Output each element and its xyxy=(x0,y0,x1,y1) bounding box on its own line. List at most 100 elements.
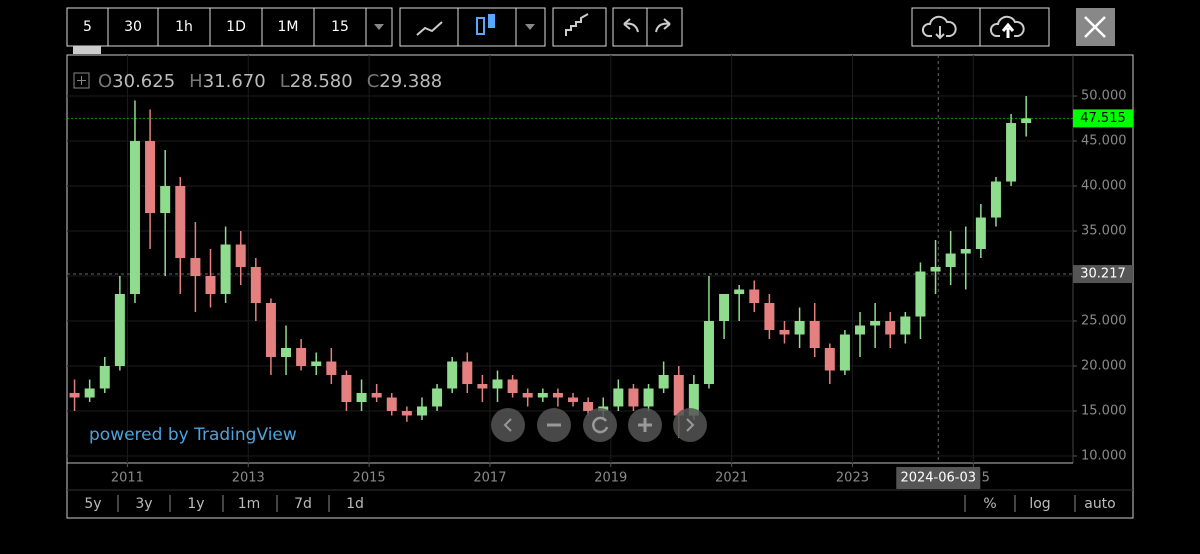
cloud-download-icon xyxy=(921,15,957,40)
undo-icon xyxy=(623,18,639,33)
candle-body xyxy=(643,388,654,407)
interval-label: 15 xyxy=(331,19,349,35)
candle-body xyxy=(129,141,140,295)
indicators-icon xyxy=(565,13,589,36)
crosshair-date-box xyxy=(896,467,981,489)
bottom-bar: 5y 3y 1y 1m 7d 1d% log auto xyxy=(84,495,1116,512)
style-group xyxy=(399,7,1115,47)
ohlc-value: 29.388 xyxy=(379,71,442,92)
candle-body xyxy=(552,392,563,398)
toolbar-handle xyxy=(73,46,101,54)
candle-body xyxy=(915,271,926,317)
line-style-icon xyxy=(416,21,443,36)
range-button[interactable]: 5y xyxy=(84,496,101,512)
candle-body xyxy=(839,334,850,371)
plot: 10.00015.00020.00025.00030.00035.00040.0… xyxy=(67,55,1133,489)
x-tick-label: 2015 xyxy=(353,471,386,486)
y-tick-label: 10.000 xyxy=(1081,448,1127,463)
candle-body xyxy=(960,249,971,254)
candle-body xyxy=(764,303,775,330)
candle-body xyxy=(477,383,488,389)
candle-body xyxy=(114,294,125,366)
scale-option[interactable]: auto xyxy=(1084,496,1116,512)
interval-button[interactable] xyxy=(157,7,211,47)
range-button[interactable]: 1y xyxy=(187,496,204,512)
candle-body xyxy=(945,253,956,268)
chart-style-buttons[interactable] xyxy=(399,7,546,47)
candle-body xyxy=(235,244,246,268)
x-tick-label: 2019 xyxy=(594,471,627,486)
interval-label: 1M xyxy=(278,19,299,35)
scale-option[interactable]: % xyxy=(983,496,996,512)
scroll-right[interactable] xyxy=(673,408,707,442)
candle-body xyxy=(190,258,201,277)
interval-label: 5 xyxy=(83,19,92,35)
toolbar: 5 30 1h 1D 1M 15 xyxy=(66,7,393,47)
ohlc-value: 30.625 xyxy=(112,71,175,92)
range-button[interactable]: 1d xyxy=(346,496,364,512)
candle-body xyxy=(900,316,911,335)
legend: O30.625 H31.670 L28.580 C29.388 xyxy=(73,71,442,92)
y-tick-label: 50.000 xyxy=(1081,89,1127,104)
interval-label: 30 xyxy=(124,19,142,35)
scroll-left[interactable] xyxy=(491,408,525,442)
candle-body xyxy=(69,392,80,398)
candle-body xyxy=(265,303,276,357)
candle-body xyxy=(885,321,896,335)
candle-body xyxy=(281,347,292,357)
candle-body xyxy=(492,379,503,389)
candle-body xyxy=(160,186,171,214)
range-button[interactable]: 3y xyxy=(135,496,152,512)
candle-body xyxy=(341,374,352,402)
candle-style-icon xyxy=(476,17,485,35)
ohlc-key: L xyxy=(280,71,290,92)
candle-body xyxy=(537,392,548,398)
candle-body xyxy=(462,361,473,384)
crosshair-date-label: 2024-06-03 xyxy=(900,471,976,486)
range-button[interactable]: 7d xyxy=(294,496,312,512)
candle-body xyxy=(688,383,699,416)
candle-body xyxy=(432,388,443,407)
candle-style-icon xyxy=(488,14,495,28)
candle-body xyxy=(250,267,261,304)
candle-body xyxy=(145,141,156,214)
scale-option[interactable]: log xyxy=(1029,496,1050,512)
candle-body xyxy=(205,276,216,295)
nav-buttons xyxy=(491,408,707,442)
y-tick-label: 45.000 xyxy=(1081,134,1127,149)
candle-body xyxy=(84,388,95,398)
reset[interactable] xyxy=(583,408,617,442)
candle-body xyxy=(1021,118,1032,124)
candle-body xyxy=(855,325,866,335)
dropdown-arrow xyxy=(525,24,535,30)
candle-body xyxy=(311,361,322,366)
candle-body xyxy=(870,321,881,326)
redo-icon xyxy=(655,18,671,33)
cloud-upload-icon xyxy=(989,15,1025,37)
candle-body xyxy=(719,294,730,322)
x-tick-label: 2021 xyxy=(715,471,748,486)
dropdown-arrow xyxy=(374,24,384,30)
candle-body xyxy=(568,397,579,402)
candle-body xyxy=(356,392,367,402)
ohlc-legend: O30.625 H31.670 L28.580 C29.388 xyxy=(98,71,442,92)
candle-body xyxy=(975,217,986,250)
candle-body xyxy=(930,267,941,272)
x-tick-label: 2011 xyxy=(111,471,144,486)
candle-body xyxy=(794,321,805,335)
candle-body xyxy=(583,401,594,411)
interval-button[interactable] xyxy=(313,7,367,47)
candle-body xyxy=(386,397,397,411)
interval-label: 1D xyxy=(226,19,246,35)
interval-button[interactable] xyxy=(66,7,109,47)
indicators-button[interactable] xyxy=(552,7,607,47)
candle-body xyxy=(703,321,714,384)
candle-body xyxy=(673,374,684,416)
interval-button[interactable] xyxy=(107,7,159,47)
interval-button[interactable] xyxy=(261,7,315,47)
candle-body xyxy=(371,392,382,398)
candle-body xyxy=(99,365,110,389)
range-button[interactable]: 1m xyxy=(238,496,261,512)
candle-body xyxy=(326,361,337,375)
